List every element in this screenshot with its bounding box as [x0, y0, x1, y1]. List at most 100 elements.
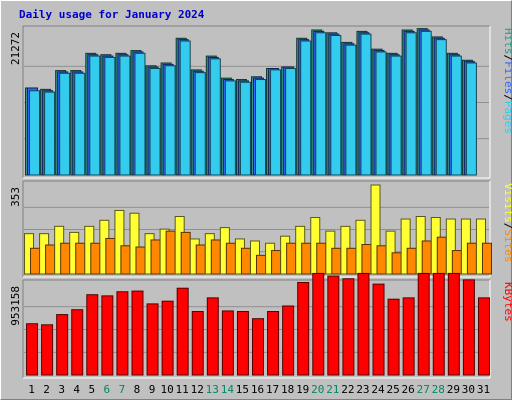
bar-visits-sites-day-3: [60, 242, 71, 275]
bar-kbytes-kbytes-day-5: [86, 294, 99, 376]
x-tick-label-9: 9: [149, 383, 156, 396]
bar-visits-sites-day-22: [346, 247, 357, 275]
bar-kbytes-kbytes-day-15: [236, 311, 249, 376]
bar-visits-sites-day-12: [195, 244, 206, 275]
bar-hits-pages-day-28: [435, 39, 447, 176]
panel-visits-max-label: 353: [9, 187, 22, 207]
panel-kbytes-legend: KBytes: [502, 282, 512, 322]
legend-kbytes: KBytes: [502, 282, 512, 322]
bar-visits-sites-day-24: [376, 245, 387, 275]
x-tick-label-7: 7: [119, 383, 126, 396]
x-tick-label-20: 20: [311, 383, 324, 396]
bar-visits-sites-day-9: [150, 239, 161, 275]
x-tick-label-8: 8: [134, 383, 141, 396]
bar-hits-pages-day-20: [315, 32, 327, 176]
bar-visits-sites-day-25: [391, 252, 402, 275]
x-tick-label-26: 26: [402, 383, 415, 396]
x-tick-label-27: 27: [417, 383, 430, 396]
bar-visits-sites-day-8: [135, 246, 146, 275]
bar-hits-pages-day-13: [209, 58, 221, 176]
bar-visits-sites-day-30: [466, 242, 477, 275]
bar-kbytes-kbytes-day-21: [327, 275, 340, 376]
bar-visits-sites-day-10: [165, 230, 176, 275]
bar-hits-pages-day-7: [119, 55, 131, 176]
x-tick-label-18: 18: [281, 383, 294, 396]
bar-hits-pages-day-9: [149, 67, 161, 176]
bar-kbytes-kbytes-day-19: [297, 281, 310, 376]
bar-kbytes-kbytes-day-4: [71, 309, 84, 376]
bar-hits-pages-day-19: [300, 40, 312, 176]
bar-kbytes-kbytes-day-29: [447, 272, 460, 376]
legend-files: Files: [502, 61, 512, 94]
bar-visits-visits-day-7: [114, 209, 125, 275]
bar-kbytes-kbytes-day-6: [101, 295, 114, 376]
bar-visits-sites-day-1: [30, 247, 41, 275]
bar-visits-sites-day-4: [75, 242, 86, 275]
bar-hits-pages-day-30: [465, 62, 477, 176]
x-tick-label-14: 14: [221, 383, 235, 396]
bar-visits-sites-day-11: [180, 231, 191, 275]
bar-visits-sites-day-2: [45, 244, 56, 275]
bar-kbytes-kbytes-day-27: [417, 272, 430, 376]
bar-visits-visits-day-26: [400, 218, 411, 275]
bar-kbytes-kbytes-day-24: [372, 283, 385, 376]
panel-visits-legend: Visits/Sites: [502, 183, 512, 263]
legend-separator: /: [502, 94, 512, 101]
bar-kbytes-kbytes-day-23: [357, 272, 370, 376]
bar-kbytes-kbytes-day-30: [462, 279, 475, 376]
x-tick-label-15: 15: [236, 383, 249, 396]
bar-hits-pages-day-2: [44, 91, 56, 176]
bar-kbytes-kbytes-day-10: [161, 300, 174, 376]
bar-hits-pages-day-4: [74, 72, 86, 176]
bar-hits-pages-day-10: [164, 65, 176, 176]
bar-visits-sites-day-7: [120, 245, 131, 275]
x-tick-label-29: 29: [447, 383, 460, 396]
x-tick-label-17: 17: [266, 383, 279, 396]
x-tick-label-24: 24: [371, 383, 385, 396]
bar-visits-sites-day-6: [105, 237, 116, 275]
bar-kbytes-kbytes-day-20: [312, 272, 325, 376]
bar-hits-pages-day-12: [194, 72, 206, 176]
bar-visits-sites-day-29: [451, 250, 462, 275]
x-tick-label-3: 3: [58, 383, 65, 396]
x-tick-label-13: 13: [206, 383, 219, 396]
x-tick-label-21: 21: [326, 383, 339, 396]
bar-hits-pages-day-16: [255, 79, 266, 176]
x-tick-label-30: 30: [462, 383, 475, 396]
bar-visits-sites-day-27: [421, 240, 432, 275]
bar-hits-pages-day-26: [405, 32, 417, 176]
chart-title: Daily usage for January 2024: [19, 8, 205, 21]
bar-visits-sites-day-5: [90, 242, 101, 275]
bar-kbytes-kbytes-day-17: [267, 311, 280, 376]
bar-kbytes-kbytes-day-26: [402, 297, 415, 376]
bar-kbytes-kbytes-day-13: [206, 297, 219, 376]
bar-kbytes-kbytes-day-18: [282, 305, 295, 376]
bar-hits-pages-day-23: [360, 33, 372, 176]
bar-kbytes-kbytes-day-9: [146, 303, 159, 376]
x-tick-label-31: 31: [477, 383, 490, 396]
bar-visits-sites-day-23: [361, 244, 372, 275]
legend-visits: Visits: [502, 183, 512, 223]
x-tick-label-2: 2: [43, 383, 50, 396]
bar-visits-sites-day-31: [481, 242, 492, 275]
legend-separator: /: [502, 55, 512, 62]
bar-visits-sites-day-18: [286, 242, 297, 275]
bar-kbytes-kbytes-day-3: [56, 314, 69, 376]
bar-hits-pages-day-5: [89, 55, 101, 176]
x-tick-label-28: 28: [432, 383, 445, 396]
bar-hits-pages-day-6: [104, 56, 116, 176]
legend-separator: /: [502, 223, 512, 230]
bar-hits-pages-day-8: [134, 52, 146, 176]
x-tick-label-23: 23: [356, 383, 369, 396]
bar-visits-sites-day-14: [225, 242, 236, 275]
bar-hits-pages-day-3: [59, 72, 71, 176]
bar-visits-sites-day-19: [301, 242, 312, 275]
bar-hits-pages-day-21: [330, 35, 342, 176]
bar-hits-pages-day-11: [179, 40, 191, 176]
bar-kbytes-kbytes-day-7: [116, 291, 129, 376]
x-tick-label-10: 10: [160, 383, 173, 396]
x-tick-label-5: 5: [88, 383, 95, 396]
bar-hits-pages-day-25: [390, 55, 402, 176]
legend-hits: Hits: [502, 28, 512, 55]
